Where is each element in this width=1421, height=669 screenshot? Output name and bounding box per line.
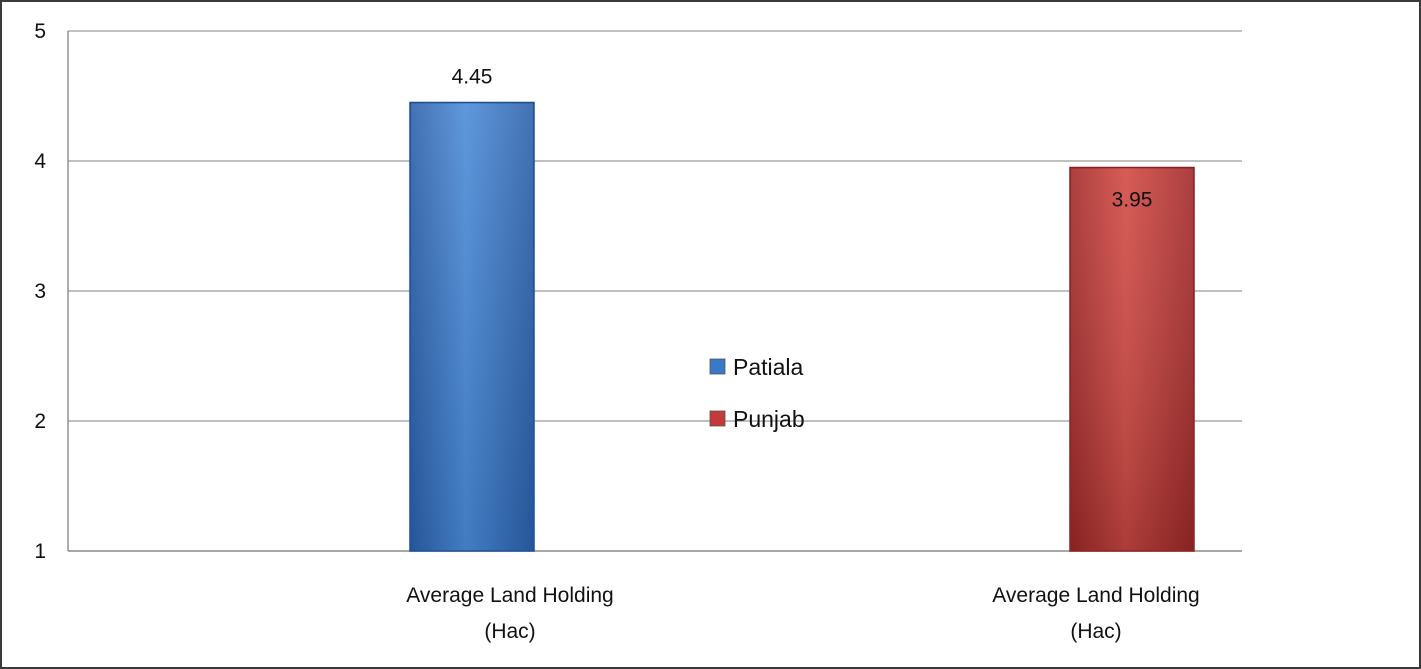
y-tick-label: 2	[34, 410, 46, 433]
legend-label-punjab: Punjab	[733, 406, 805, 432]
legend-label-patiala: Patiala	[733, 354, 804, 380]
data-label-punjab: 3.95	[1112, 189, 1153, 212]
bar-shading	[1071, 168, 1193, 550]
legend-swatch-punjab	[709, 410, 726, 427]
y-tick-label: 5	[34, 20, 46, 43]
data-labels: 4.45 3.95	[452, 66, 1153, 212]
x-category-label: (Hac)	[484, 620, 535, 643]
x-category-label: Average Land Holding	[992, 584, 1199, 607]
x-category-label: (Hac)	[1070, 620, 1121, 643]
data-label-patiala: 4.45	[452, 66, 493, 89]
x-category-label: Average Land Holding	[406, 584, 613, 607]
legend-swatch-patiala	[709, 358, 726, 375]
x-axis-category-labels: Average Land Holding (Hac) Average Land Ho…	[406, 584, 1199, 643]
gridlines	[68, 30, 1242, 422]
y-tick-label: 3	[34, 280, 46, 303]
axes	[67, 31, 1242, 552]
bar-shading	[411, 103, 533, 550]
y-tick-label: 1	[34, 540, 46, 563]
bars	[409, 101, 1195, 552]
y-axis-tick-labels: 1 2 3 4 5	[34, 20, 46, 563]
legend: Patiala Punjab	[709, 354, 805, 432]
y-tick-label: 4	[34, 150, 46, 173]
